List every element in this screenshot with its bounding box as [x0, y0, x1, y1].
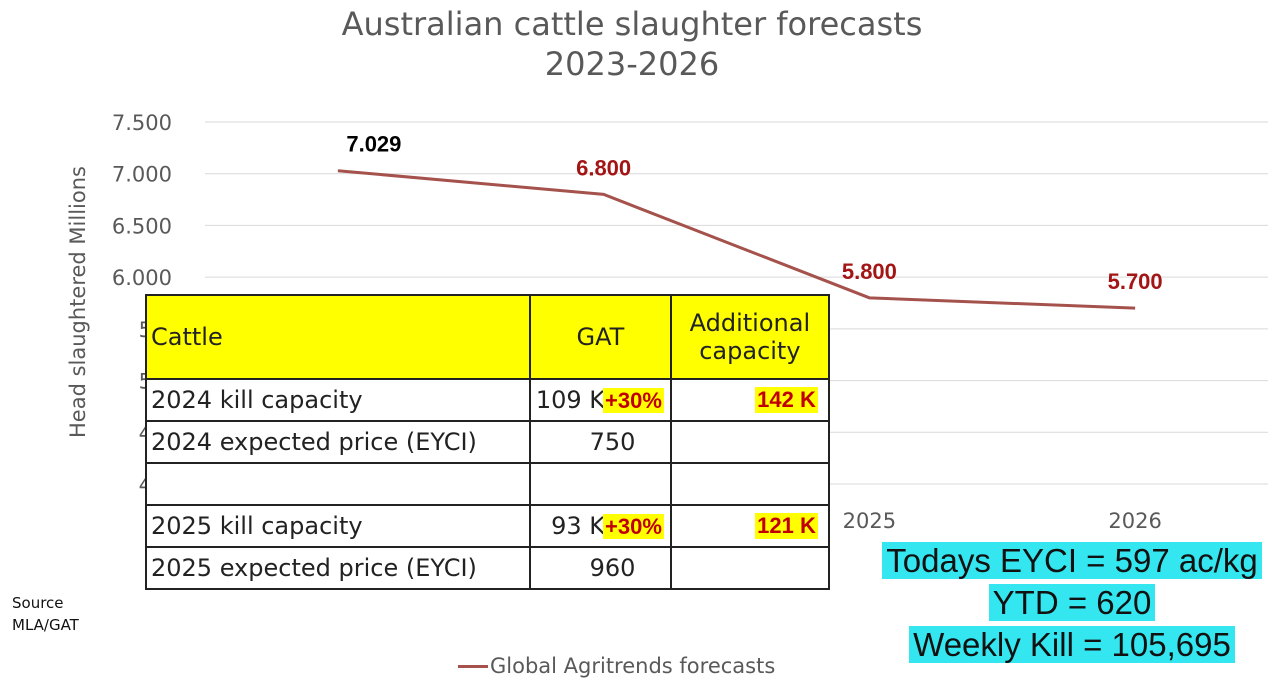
header-additional-line-1: Additional	[689, 309, 811, 337]
table-row: 2024 kill capacity 109 K+30% 142 K	[145, 378, 830, 422]
row-additional: 142 K	[669, 378, 830, 422]
row-label: 2024 expected price (EYCI)	[145, 420, 531, 464]
row-additional	[669, 462, 830, 506]
row-gat: 109 K+30%	[529, 378, 672, 422]
y-tick-label: 7.000	[112, 163, 172, 187]
data-label: 7.029	[346, 132, 401, 157]
y-tick-label: 6.000	[112, 266, 172, 290]
market-info-box: Todays EYCI = 597 ac/kg YTD = 620 Weekly…	[874, 540, 1270, 666]
additional-value: 121 K	[755, 513, 818, 539]
row-gat: 93 K+30%	[529, 504, 672, 548]
row-additional	[669, 546, 830, 590]
pct-badge: +30%	[603, 514, 664, 539]
chart-title-line-1: Australian cattle slaughter forecasts	[341, 5, 923, 43]
header-additional-line-2: capacity	[699, 337, 801, 365]
pct-badge: +30%	[603, 388, 664, 413]
row-label: 2024 kill capacity	[145, 378, 531, 422]
header-cattle: Cattle	[145, 294, 531, 380]
header-additional-capacity: Additional capacity	[669, 294, 830, 380]
row-gat: 960	[529, 546, 672, 590]
weekly-kill: Weekly Kill = 105,695	[909, 626, 1235, 663]
row-gat: 750	[529, 420, 672, 464]
ytd-value: YTD = 620	[988, 584, 1156, 621]
table-row: 2025 kill capacity 93 K+30% 121 K	[145, 504, 830, 548]
y-tick-label: 6.500	[112, 214, 172, 238]
row-gat	[529, 462, 672, 506]
chart-legend: Global Agritrends forecasts	[458, 654, 775, 678]
chart-title: Australian cattle slaughter forecasts 20…	[0, 4, 1264, 84]
source-line-1: Source	[12, 594, 64, 612]
table-row: 2025 expected price (EYCI) 960	[145, 546, 830, 590]
data-labels: 7.029 6.800 5.800 5.700	[346, 132, 1162, 294]
x-tick-label: 2026	[1108, 509, 1161, 533]
row-label: 2025 kill capacity	[145, 504, 531, 548]
legend-swatch	[458, 664, 488, 668]
data-label: 6.800	[576, 155, 631, 180]
gat-value: 93 K	[551, 512, 605, 540]
series-lines	[337, 169, 1136, 310]
series-line	[337, 169, 1136, 310]
gat-value: 109 K	[535, 386, 605, 414]
todays-eyci: Todays EYCI = 597 ac/kg	[882, 542, 1262, 579]
data-label: 5.700	[1108, 269, 1163, 294]
table-row: 2024 expected price (EYCI) 750	[145, 420, 830, 464]
table-header-row: Cattle GAT Additional capacity	[145, 294, 830, 380]
source-line-2: MLA/GAT	[12, 616, 79, 634]
row-label	[145, 462, 531, 506]
source-note: Source MLA/GAT	[12, 592, 79, 636]
table-row-empty	[145, 462, 830, 506]
x-tick-label: 2025	[843, 509, 896, 533]
x-axis-ticks: 2025 2026	[843, 509, 1162, 533]
y-tick-label: 7.500	[112, 111, 172, 135]
header-gat: GAT	[529, 294, 672, 380]
gat-value: 750	[589, 428, 636, 456]
legend-label: Global Agritrends forecasts	[490, 654, 776, 678]
row-label: 2025 expected price (EYCI)	[145, 546, 531, 590]
capacity-table: Cattle GAT Additional capacity 2024 kill…	[145, 294, 830, 590]
additional-value: 142 K	[755, 387, 818, 413]
y-axis-label-text: Head slaughtered Millions	[66, 166, 90, 438]
data-label: 5.800	[842, 259, 897, 284]
row-additional	[669, 420, 830, 464]
gat-value: 960	[589, 554, 636, 582]
chart-title-line-2: 2023-2026	[544, 45, 720, 83]
row-additional: 121 K	[669, 504, 830, 548]
